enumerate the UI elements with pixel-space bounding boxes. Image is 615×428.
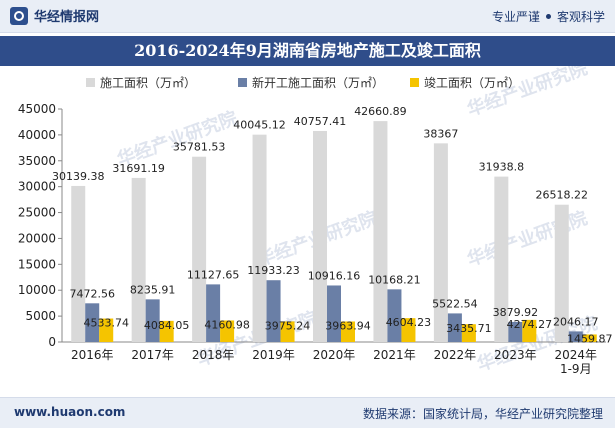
data-label: 3435.71	[446, 322, 492, 335]
data-label: 26518.22	[536, 189, 589, 202]
x-tick-label: 2024年	[555, 348, 598, 362]
watermark-text: 华经产业研究院	[464, 66, 590, 121]
x-tick-label: 2022年	[434, 348, 477, 362]
y-tick-label: 40000	[18, 128, 56, 142]
data-label: 3963.94	[325, 319, 371, 332]
data-label: 4274.27	[507, 318, 553, 331]
bar	[145, 299, 160, 342]
footer-bar: www.huaon.com 数据来源：国家统计局，华经产业研究院整理	[0, 397, 615, 428]
x-tick-label: 2023年	[494, 348, 537, 362]
x-tick-label: 2018年	[192, 348, 235, 362]
bar	[266, 280, 281, 342]
bar	[554, 204, 569, 342]
data-label: 10168.21	[368, 273, 421, 286]
bar	[159, 320, 174, 342]
chart-area: 华经产业研究院华经产业研究院华经产业研究院华经产业研究院华经产业研究院华经产业研…	[18, 66, 613, 376]
x-tick-label: 2016年	[71, 348, 114, 362]
data-label: 11127.65	[187, 268, 240, 281]
legend-swatch	[238, 78, 247, 87]
data-label: 38367	[423, 127, 458, 140]
bar	[433, 143, 448, 342]
legend-entry: 新开工施工面积（万㎡）	[252, 75, 384, 90]
data-label: 31938.8	[479, 161, 525, 174]
brand-logo-icon	[10, 6, 28, 25]
bar	[373, 121, 388, 342]
bar	[131, 177, 146, 342]
data-label: 35781.53	[173, 141, 226, 154]
bar	[85, 303, 100, 342]
legend-entry: 竣工面积（万㎡）	[424, 75, 520, 90]
slogan-left: 专业严谨	[491, 10, 540, 24]
y-tick-label: 25000	[18, 206, 56, 220]
bar	[220, 320, 235, 342]
x-tick-label: 2019年	[252, 348, 295, 362]
bar	[280, 321, 295, 342]
data-label: 40757.41	[294, 115, 347, 128]
data-label: 4604.23	[386, 316, 432, 329]
bar	[522, 319, 537, 342]
x-tick-label: 2017年	[131, 348, 174, 362]
data-label: 10916.16	[308, 269, 361, 282]
y-tick-label: 35000	[18, 154, 56, 168]
slogan: 专业严谨 客观科学	[492, 8, 605, 25]
bar	[387, 289, 402, 342]
bar	[494, 176, 509, 342]
top-bar: 华经情报网 专业严谨 客观科学	[0, 0, 615, 33]
data-label: 5522.54	[432, 297, 478, 310]
data-label: 7472.56	[69, 287, 115, 300]
footer-source: 数据来源：国家统计局，华经产业研究院整理	[362, 407, 603, 421]
bar	[341, 321, 355, 342]
data-label: 8235.91	[130, 283, 176, 296]
y-tick-label: 10000	[18, 283, 56, 297]
y-tick-label: 0	[48, 335, 56, 349]
bar	[71, 185, 86, 342]
y-tick-label: 30000	[18, 180, 56, 194]
bar	[401, 318, 416, 342]
bar	[192, 156, 207, 342]
y-tick-label: 15000	[18, 257, 56, 271]
data-label: 2046.17	[553, 315, 599, 328]
x-tick-label: 2021年	[373, 348, 416, 362]
bar	[313, 130, 327, 342]
bar	[568, 331, 583, 342]
brand: 华经情报网	[10, 6, 99, 25]
data-label: 31691.19	[112, 162, 165, 175]
bar	[508, 321, 523, 342]
bar	[447, 313, 462, 342]
data-label: 1459.87	[567, 332, 613, 345]
legend-entry: 施工面积（万㎡）	[100, 76, 196, 90]
data-label: 3975.24	[265, 319, 311, 332]
bar	[206, 284, 221, 342]
bar	[252, 134, 267, 342]
data-label: 42660.89	[354, 105, 407, 118]
data-label: 4084.05	[144, 319, 190, 332]
bullet-dot-icon	[545, 14, 551, 19]
data-label: 3879.92	[493, 306, 539, 319]
data-label: 4160.98	[204, 318, 250, 331]
slogan-right: 客观科学	[556, 10, 605, 24]
chart-title: 2016-2024年9月湖南省房地产施工及竣工面积	[134, 41, 481, 60]
legend-swatch	[86, 78, 95, 87]
bar	[327, 285, 341, 342]
data-label: 40045.12	[233, 119, 286, 132]
legend-swatch	[410, 78, 419, 87]
bar	[99, 318, 114, 342]
brand-name: 华经情报网	[34, 10, 100, 25]
y-tick-label: 20000	[18, 231, 56, 245]
footer-website: www.huaon.com	[14, 405, 126, 419]
data-label: 30139.38	[52, 170, 105, 183]
x-tick-label: 2020年	[313, 348, 356, 362]
x-tick-label: 1-9月	[560, 362, 592, 376]
data-label: 11933.23	[247, 264, 300, 277]
bar	[582, 334, 597, 342]
y-tick-label: 45000	[18, 102, 56, 116]
watermark-text: 华经产业研究院	[464, 207, 590, 271]
bar	[461, 324, 476, 342]
data-label: 4533.74	[83, 317, 129, 330]
y-tick-label: 5000	[25, 309, 56, 323]
title-bar: 2016-2024年9月湖南省房地产施工及竣工面积	[0, 36, 615, 66]
